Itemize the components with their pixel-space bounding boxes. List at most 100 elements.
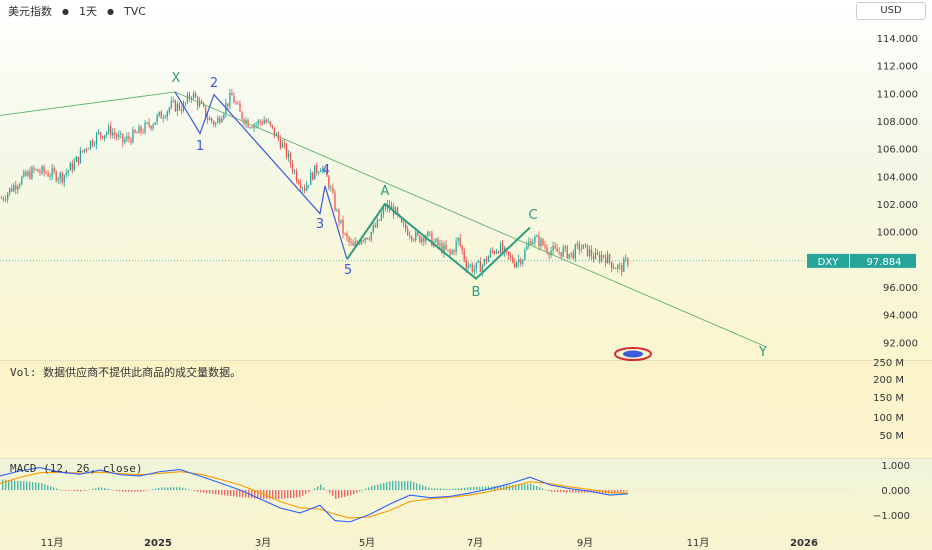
candle[interactable]: [91, 140, 94, 146]
candle[interactable]: [623, 258, 625, 272]
candle[interactable]: [489, 250, 492, 257]
candle[interactable]: [578, 243, 581, 250]
candle[interactable]: [334, 192, 336, 211]
candle[interactable]: [582, 244, 585, 249]
candle[interactable]: [413, 239, 415, 241]
candle[interactable]: [148, 122, 150, 126]
wave-abc-line[interactable]: [346, 202, 531, 280]
candle[interactable]: [245, 119, 247, 124]
candle[interactable]: [348, 237, 350, 242]
candle[interactable]: [209, 118, 211, 121]
currency-button[interactable]: USD: [856, 2, 926, 20]
candle[interactable]: [318, 172, 320, 173]
symbol-tag[interactable]: [807, 253, 849, 268]
candle[interactable]: [223, 113, 225, 119]
candle[interactable]: [532, 242, 534, 245]
candle[interactable]: [39, 172, 41, 173]
candle[interactable]: [445, 244, 447, 250]
candle[interactable]: [11, 188, 13, 192]
candle[interactable]: [21, 176, 23, 185]
candle[interactable]: [132, 129, 134, 143]
candle[interactable]: [330, 187, 332, 189]
candle[interactable]: [112, 132, 114, 136]
candle[interactable]: [475, 262, 477, 270]
candle[interactable]: [366, 237, 368, 240]
candle[interactable]: [358, 243, 360, 245]
candle[interactable]: [154, 122, 156, 125]
candle[interactable]: [615, 268, 617, 269]
candle[interactable]: [431, 232, 433, 246]
candle[interactable]: [5, 199, 7, 201]
candle[interactable]: [607, 254, 609, 264]
candle[interactable]: [600, 255, 603, 261]
candle[interactable]: [17, 186, 19, 190]
candle[interactable]: [338, 209, 340, 223]
candle[interactable]: [231, 93, 233, 96]
candle[interactable]: [59, 172, 61, 179]
candle[interactable]: [283, 143, 286, 145]
candle[interactable]: [455, 241, 457, 253]
candle[interactable]: [562, 247, 564, 257]
candle[interactable]: [372, 225, 374, 232]
candle[interactable]: [574, 245, 576, 259]
candle[interactable]: [53, 168, 55, 172]
candle[interactable]: [378, 219, 381, 221]
candle[interactable]: [7, 193, 9, 200]
candle[interactable]: [382, 207, 385, 215]
candle[interactable]: [27, 171, 29, 176]
candle[interactable]: [376, 219, 379, 228]
candle[interactable]: [150, 125, 152, 129]
candle[interactable]: [182, 103, 185, 112]
candle[interactable]: [160, 111, 162, 119]
candle[interactable]: [558, 251, 560, 253]
candle[interactable]: [497, 251, 500, 253]
candle[interactable]: [588, 249, 591, 256]
macd-line[interactable]: [0, 466, 629, 523]
candle[interactable]: [503, 248, 506, 252]
candle[interactable]: [43, 166, 45, 173]
candle[interactable]: [35, 169, 37, 171]
candle[interactable]: [93, 144, 96, 146]
candle[interactable]: [534, 236, 536, 243]
candle[interactable]: [350, 241, 352, 243]
candle[interactable]: [568, 253, 570, 259]
candle[interactable]: [120, 133, 122, 135]
candle[interactable]: [487, 256, 490, 262]
candle[interactable]: [621, 265, 623, 272]
candle[interactable]: [19, 184, 21, 187]
candle[interactable]: [540, 239, 542, 247]
candle[interactable]: [584, 244, 587, 246]
candle[interactable]: [15, 185, 17, 190]
candle[interactable]: [89, 140, 92, 149]
candle[interactable]: [447, 249, 449, 251]
candle[interactable]: [310, 172, 312, 186]
candle[interactable]: [45, 172, 47, 174]
candle[interactable]: [190, 98, 193, 99]
candle[interactable]: [495, 251, 498, 254]
candle[interactable]: [180, 109, 183, 112]
candle[interactable]: [542, 239, 544, 246]
candle[interactable]: [142, 132, 144, 133]
candle[interactable]: [63, 174, 65, 183]
candle[interactable]: [328, 176, 330, 188]
candle[interactable]: [609, 254, 611, 262]
candle[interactable]: [194, 93, 197, 98]
candle[interactable]: [514, 262, 516, 268]
candle[interactable]: [604, 256, 607, 264]
candle[interactable]: [473, 269, 475, 272]
candle[interactable]: [481, 265, 484, 272]
candle[interactable]: [572, 252, 574, 259]
candle[interactable]: [451, 250, 453, 255]
candle[interactable]: [340, 219, 342, 223]
candle[interactable]: [207, 117, 209, 121]
candle[interactable]: [306, 185, 308, 191]
candle[interactable]: [320, 170, 322, 173]
candle[interactable]: [79, 150, 82, 164]
candle[interactable]: [390, 206, 393, 210]
candle[interactable]: [23, 171, 25, 177]
candle[interactable]: [439, 243, 441, 246]
candle[interactable]: [516, 262, 518, 268]
candle[interactable]: [598, 254, 601, 261]
candle[interactable]: [263, 120, 265, 124]
candle[interactable]: [203, 103, 205, 107]
